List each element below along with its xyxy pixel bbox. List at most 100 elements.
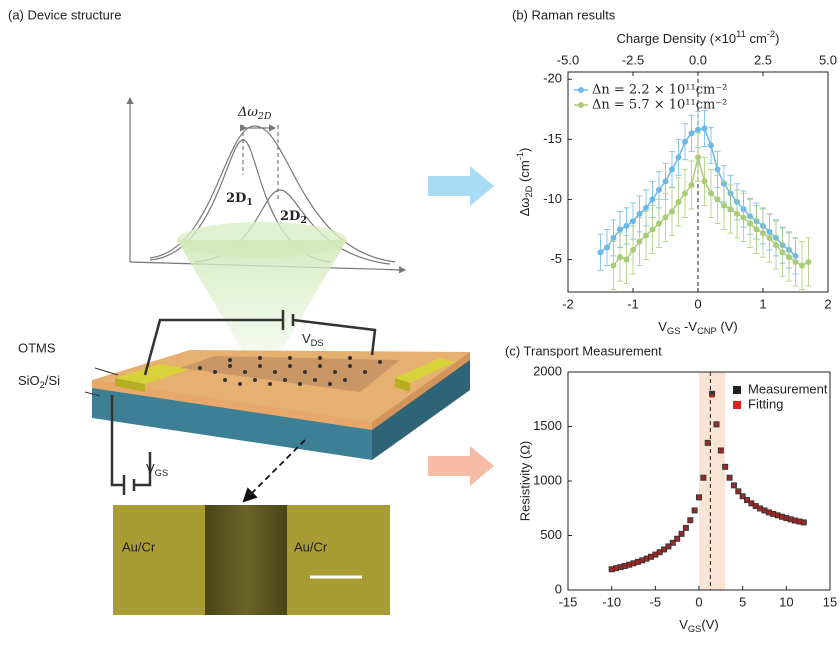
x-tick-label: 10	[779, 594, 793, 609]
data-point	[793, 259, 799, 265]
peak-width-label: Δω2D	[237, 105, 272, 122]
data-point	[741, 494, 745, 498]
data-point	[623, 564, 627, 568]
y-axis-label: Δω2D (cm-1)	[515, 148, 534, 217]
data-point	[662, 547, 666, 551]
x2-tick-label: -5.0	[557, 52, 579, 67]
data-point	[643, 232, 649, 238]
y-tick-label: 1500	[533, 418, 562, 433]
data-point	[773, 242, 779, 248]
data-point	[758, 506, 762, 510]
peak-label: 2D2	[280, 209, 307, 226]
data-point	[650, 226, 656, 232]
data-point	[702, 178, 708, 184]
data-point	[637, 239, 643, 245]
voltage-label-part: DS	[311, 338, 324, 348]
peak-label-part: 2D	[226, 191, 246, 206]
zoom-arrow	[245, 440, 305, 500]
data-point	[682, 139, 688, 145]
data-point	[666, 544, 670, 548]
y-tick-label: -20	[543, 71, 562, 86]
x-axis-label: VGS -VCNP (V)	[658, 319, 738, 336]
y-axis-label-part: )	[517, 148, 532, 152]
data-point	[650, 196, 656, 202]
legend-label: Measurement	[748, 381, 828, 396]
data-point	[658, 550, 662, 554]
y-axis-label-part: -1	[515, 152, 525, 160]
data-point	[701, 476, 705, 480]
voltage-label-part: V	[302, 331, 311, 346]
panel-title: (a) Device structure	[8, 7, 121, 22]
layer-label: SiO2/Si	[18, 373, 60, 390]
x-axis-label-part: (V)	[717, 319, 738, 334]
x-tick-label: 2	[824, 296, 831, 311]
voltage-label-part: GS	[155, 468, 169, 478]
data-point	[669, 166, 675, 172]
data-point	[702, 126, 708, 132]
data-point	[763, 508, 767, 512]
x-tick-label: 0	[694, 296, 701, 311]
data-point	[806, 259, 812, 265]
arrow-raman	[428, 166, 494, 206]
data-point	[771, 512, 775, 516]
data-point	[710, 394, 714, 398]
graphene-channel	[205, 505, 287, 615]
data-point	[786, 254, 792, 260]
data-point	[676, 199, 682, 205]
x-tick-label: 15	[823, 594, 837, 609]
data-point	[715, 166, 721, 172]
y-axis-label-part: (cm	[517, 160, 532, 185]
data-point	[637, 211, 643, 217]
voltage-label-part: V	[146, 461, 155, 476]
legend-swatch	[578, 102, 584, 108]
peak-label-part: 2	[300, 215, 307, 226]
y-tick-label: 1000	[533, 472, 562, 487]
arrow-transport	[428, 446, 494, 486]
data-point	[630, 247, 636, 253]
x2-axis-label-part: 11	[736, 29, 746, 39]
data-point	[695, 154, 701, 160]
data-point	[780, 515, 784, 519]
x-tick-label: 5	[739, 594, 746, 609]
data-point	[695, 127, 701, 133]
data-point	[706, 441, 710, 445]
device	[92, 350, 470, 460]
data-point	[767, 235, 773, 241]
legend-swatch	[733, 386, 741, 394]
data-point	[745, 498, 749, 502]
y-tick-label: 2000	[533, 363, 562, 378]
peak-label: 2D1	[226, 191, 253, 208]
data-point	[684, 526, 688, 530]
x-axis-label: VGS(V)	[679, 617, 719, 634]
data-point	[656, 220, 662, 226]
data-point	[741, 214, 747, 220]
data-point	[656, 187, 662, 193]
data-point	[797, 520, 801, 524]
y-axis-label-part: Δω	[517, 198, 532, 217]
data-point	[689, 130, 695, 136]
data-point	[688, 518, 692, 522]
data-point	[749, 501, 753, 505]
figure: (a) Device structureΔω2D2D12D2OTMSSiO2/S…	[0, 0, 840, 647]
data-point	[715, 196, 721, 202]
data-point	[610, 567, 614, 571]
data-point	[618, 565, 622, 569]
data-point	[669, 208, 675, 214]
x-axis-label-part: V	[679, 617, 688, 632]
data-point	[598, 249, 604, 255]
x2-axis-label-part: )	[775, 31, 779, 46]
data-point	[767, 510, 771, 514]
data-point	[799, 263, 805, 269]
page: {"diagram": {"title": "(a) Device struct…	[0, 0, 840, 647]
chart-title: (b) Raman results	[512, 7, 616, 22]
data-point	[776, 513, 780, 517]
data-point	[721, 202, 727, 208]
data-point	[617, 254, 623, 260]
x-tick-label: 0	[695, 594, 702, 609]
x2-tick-label: 2.5	[754, 52, 772, 67]
peak-label-part: 1	[246, 197, 253, 208]
x2-axis-label: Charge Density (×1011 cm-2)	[617, 29, 780, 46]
data-point	[636, 560, 640, 564]
data-point	[630, 218, 636, 224]
